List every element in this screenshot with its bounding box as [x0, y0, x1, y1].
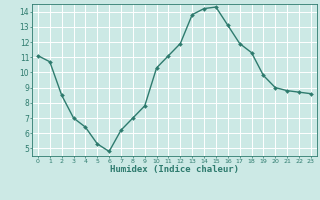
- X-axis label: Humidex (Indice chaleur): Humidex (Indice chaleur): [110, 165, 239, 174]
